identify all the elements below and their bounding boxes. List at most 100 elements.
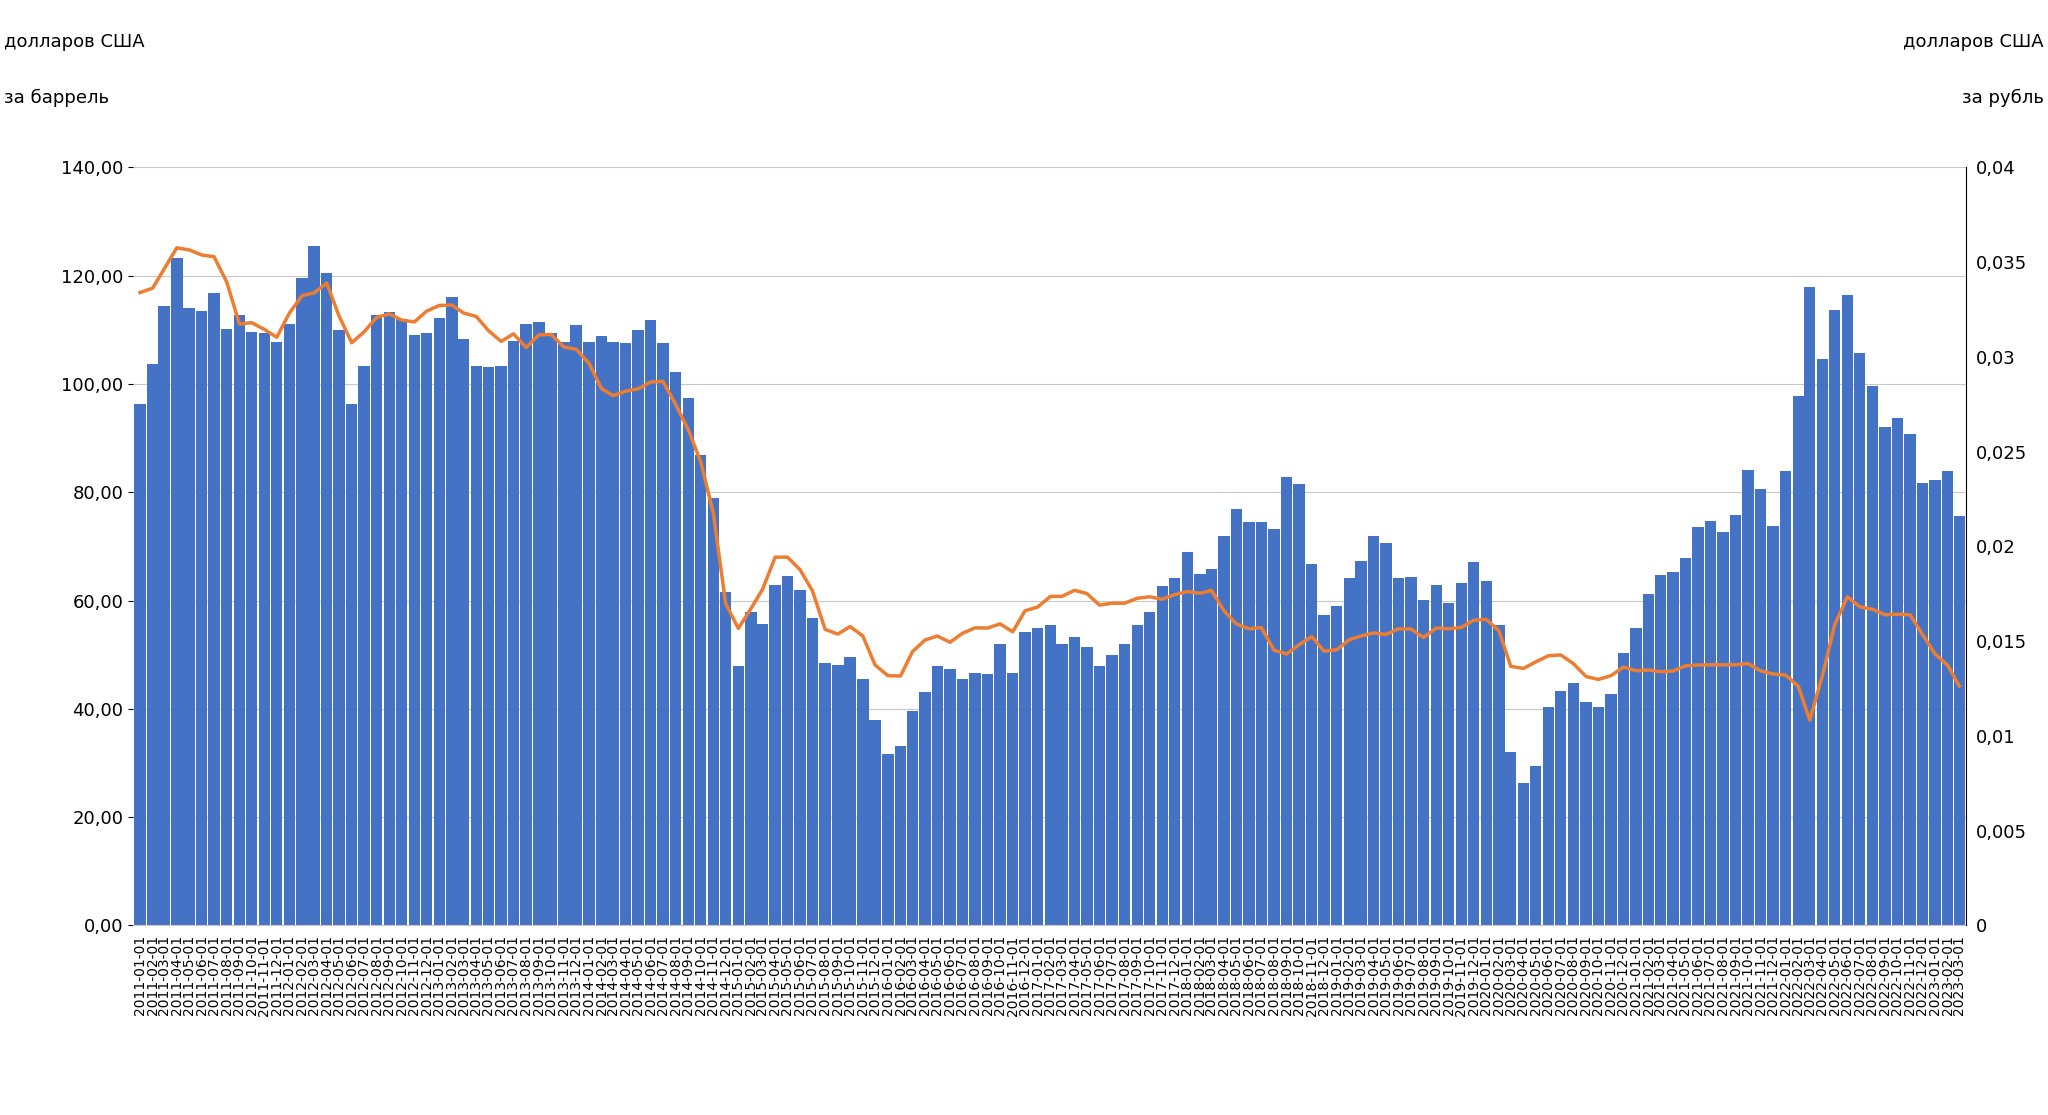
Bar — [1008, 673, 1018, 925]
Bar — [1505, 753, 1516, 925]
Bar — [1642, 593, 1655, 925]
Bar — [1319, 614, 1329, 925]
Bar — [197, 311, 207, 925]
Bar — [1667, 572, 1679, 925]
Bar — [1655, 574, 1665, 925]
Bar — [1792, 396, 1804, 925]
Bar — [158, 306, 170, 925]
Bar — [1069, 638, 1079, 925]
Bar — [1194, 574, 1206, 925]
Bar — [410, 336, 420, 925]
Bar — [1581, 701, 1591, 925]
Bar — [1081, 647, 1092, 925]
Bar — [371, 314, 383, 925]
Bar — [1954, 516, 1964, 925]
Bar — [633, 330, 643, 925]
Bar — [1417, 600, 1430, 925]
Bar — [532, 322, 545, 925]
Bar — [745, 612, 756, 925]
Bar — [721, 592, 731, 925]
Bar — [1294, 484, 1305, 925]
Bar — [895, 746, 905, 925]
Bar — [1542, 707, 1554, 925]
Bar — [483, 367, 494, 925]
Bar — [1755, 489, 1765, 925]
Bar — [1942, 472, 1954, 925]
Bar — [446, 297, 459, 925]
Bar — [645, 320, 655, 925]
Bar — [844, 657, 856, 925]
Bar — [1444, 603, 1454, 925]
Bar — [172, 258, 182, 925]
Bar — [1567, 682, 1579, 925]
Bar — [1044, 624, 1057, 925]
Bar — [1593, 707, 1604, 925]
Bar — [1255, 522, 1268, 925]
Bar — [995, 644, 1006, 925]
Bar — [520, 323, 532, 925]
Bar — [1268, 530, 1280, 925]
Bar — [285, 324, 295, 925]
Bar — [496, 366, 508, 925]
Bar — [1731, 515, 1741, 925]
Bar — [309, 246, 319, 925]
Bar — [1716, 532, 1729, 925]
Bar — [1630, 628, 1642, 925]
Bar — [795, 590, 805, 925]
Bar — [770, 585, 780, 925]
Bar — [1481, 581, 1491, 925]
Bar — [709, 497, 719, 925]
Bar — [1118, 644, 1130, 925]
Bar — [1780, 471, 1792, 925]
Bar — [346, 404, 358, 925]
Bar — [147, 363, 158, 925]
Bar — [1892, 418, 1903, 925]
Bar — [508, 341, 520, 925]
Bar — [571, 326, 582, 925]
Bar — [1929, 481, 1942, 925]
Bar — [1767, 525, 1778, 925]
Bar — [1057, 643, 1067, 925]
Bar — [184, 308, 195, 925]
Bar — [983, 673, 993, 925]
Bar — [434, 318, 444, 925]
Bar — [383, 311, 395, 925]
Bar — [621, 342, 631, 925]
Bar — [358, 366, 371, 925]
Bar — [944, 669, 956, 925]
Bar — [334, 330, 344, 925]
Bar — [1368, 536, 1378, 925]
Bar — [1606, 694, 1616, 925]
Bar — [1679, 559, 1692, 925]
Bar — [1704, 521, 1716, 925]
Bar — [920, 692, 930, 925]
Bar — [932, 667, 942, 925]
Bar — [858, 679, 868, 925]
Bar — [657, 342, 668, 925]
Bar — [1468, 562, 1479, 925]
Bar — [1841, 294, 1853, 925]
Bar — [459, 339, 469, 925]
Bar — [1145, 612, 1155, 925]
Bar — [1106, 656, 1118, 925]
Bar — [258, 333, 270, 925]
Bar — [1917, 483, 1927, 925]
Bar — [1493, 626, 1505, 925]
Bar — [135, 405, 145, 925]
Bar — [1804, 288, 1815, 925]
Bar — [694, 455, 707, 925]
Bar — [471, 366, 481, 925]
Bar — [1231, 510, 1241, 925]
Text: за рубль: за рубль — [1962, 89, 2044, 107]
Bar — [422, 332, 432, 925]
Bar — [1743, 471, 1753, 925]
Bar — [1133, 626, 1143, 925]
Bar — [1282, 477, 1292, 925]
Text: за баррель: за баррель — [4, 89, 109, 107]
Bar — [782, 576, 793, 925]
Bar — [608, 342, 618, 925]
Bar — [1554, 691, 1567, 925]
Bar — [1866, 386, 1878, 925]
Bar — [1032, 629, 1042, 925]
Bar — [545, 333, 557, 925]
